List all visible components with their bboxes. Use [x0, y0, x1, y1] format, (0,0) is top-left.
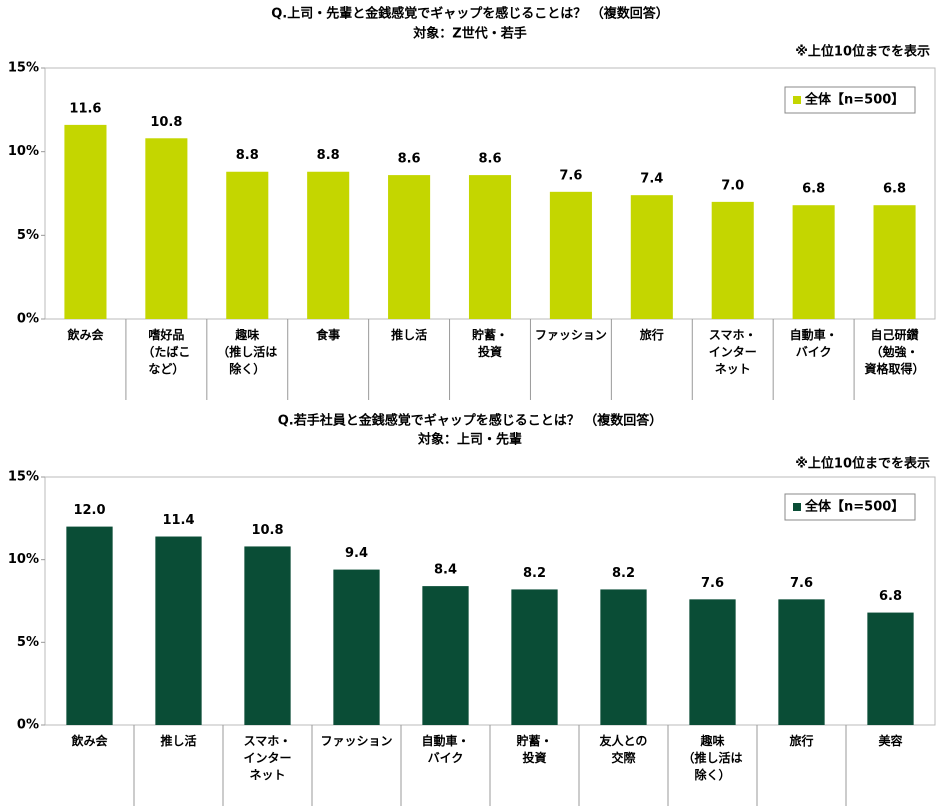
bar: [792, 205, 835, 319]
data-label: 7.4: [640, 172, 663, 187]
chart-title: Q.上司・先輩と金銭感覚でギャップを感じることは？ （複数回答）: [271, 6, 669, 22]
bar: [155, 536, 202, 725]
data-label: 8.2: [612, 566, 635, 581]
x-tick-label: 推し活: [391, 328, 428, 342]
bar: [778, 599, 825, 725]
bar: [600, 589, 647, 725]
x-tick-label: 推し活: [160, 734, 197, 748]
legend-swatch: [793, 96, 801, 104]
x-tick-label: 飲み会: [67, 328, 104, 342]
data-label: 7.6: [701, 576, 724, 591]
chart-subtitle: 対象：上司・先輩: [417, 432, 522, 448]
data-label: 11.4: [162, 513, 194, 528]
y-tick-label: 10%: [8, 552, 39, 567]
x-tick-label: 旅行: [789, 734, 814, 748]
x-tick-label: 趣味 （推し活は 除く）: [682, 734, 743, 782]
y-tick-label: 10%: [8, 144, 39, 159]
legend-swatch: [793, 503, 801, 511]
bar: [66, 526, 113, 725]
data-label: 8.8: [236, 148, 259, 163]
data-label: 6.8: [802, 182, 825, 197]
y-tick-label: 15%: [8, 61, 39, 76]
bar: [468, 175, 512, 319]
y-tick-label: 5%: [17, 228, 39, 243]
data-label: 7.6: [559, 168, 582, 183]
bar: [307, 171, 350, 319]
x-tick-label: 食事: [316, 328, 341, 342]
bar: [64, 124, 107, 319]
bar: [226, 171, 269, 319]
x-tick-label: 嗜好品 （たばこ など）: [142, 328, 191, 376]
x-tick-label: スマホ・ インター ネット: [708, 328, 757, 376]
data-label: 6.8: [883, 182, 906, 197]
x-tick-label: 貯蓄・ 投資: [516, 734, 553, 765]
x-tick-label: 自己研鑽 （勉強・ 資格取得）: [864, 328, 925, 376]
legend-label: 全体【n=500】: [804, 499, 904, 515]
y-tick-label: 5%: [17, 635, 39, 650]
chart-title: Q.若手社員と金銭感覚でギャップを感じることは？ （複数回答）: [278, 413, 663, 429]
legend-box: [784, 493, 916, 521]
bar: [422, 586, 469, 725]
bar: [333, 569, 380, 725]
annotation: ※上位10位までを表示: [795, 456, 930, 472]
data-label: 12.0: [73, 503, 105, 518]
bar: [873, 205, 916, 319]
y-tick-label: 0%: [17, 312, 39, 327]
x-tick-label: 趣味 （推し活は 除く）: [217, 328, 278, 376]
x-tick-label: スマホ・ インター ネット: [243, 734, 292, 782]
x-tick-label: 友人との 交際: [599, 734, 648, 765]
x-tick-label: ファッション: [534, 328, 607, 342]
bar: [511, 589, 558, 725]
annotation: ※上位10位までを表示: [795, 44, 930, 60]
bar: [388, 175, 431, 319]
bar: [145, 138, 188, 319]
data-label: 7.0: [721, 178, 744, 193]
x-tick-label: 美容: [878, 734, 903, 748]
data-label: 10.8: [150, 115, 182, 130]
bar: [711, 201, 754, 319]
bar: [689, 599, 736, 725]
data-label: 7.6: [790, 576, 813, 591]
bar: [244, 546, 291, 725]
data-label: 8.8: [317, 148, 340, 163]
x-tick-label: 旅行: [639, 328, 664, 342]
bar: [630, 195, 673, 319]
data-label: 9.4: [345, 546, 368, 561]
x-tick-label: 自動車・ バイク: [421, 734, 470, 765]
y-tick-label: 15%: [8, 470, 39, 485]
legend-label: 全体【n=500】: [804, 92, 904, 108]
legend-box: [784, 86, 916, 114]
bar: [867, 612, 914, 725]
x-tick-label: 自動車・ バイク: [789, 328, 838, 359]
data-label: 8.4: [434, 563, 457, 578]
data-label: 8.6: [478, 152, 501, 167]
data-label: 8.2: [523, 566, 546, 581]
x-tick-label: 貯蓄・ 投資: [471, 328, 508, 359]
data-label: 10.8: [251, 523, 283, 538]
chart-subtitle: 対象：Z世代・若手: [412, 26, 526, 42]
data-label: 8.6: [398, 152, 421, 167]
x-tick-label: 飲み会: [71, 734, 108, 748]
data-label: 11.6: [69, 101, 101, 116]
y-tick-label: 0%: [17, 718, 39, 733]
data-label: 6.8: [879, 589, 902, 604]
bar: [549, 191, 592, 319]
x-tick-label: ファッション: [320, 734, 393, 748]
